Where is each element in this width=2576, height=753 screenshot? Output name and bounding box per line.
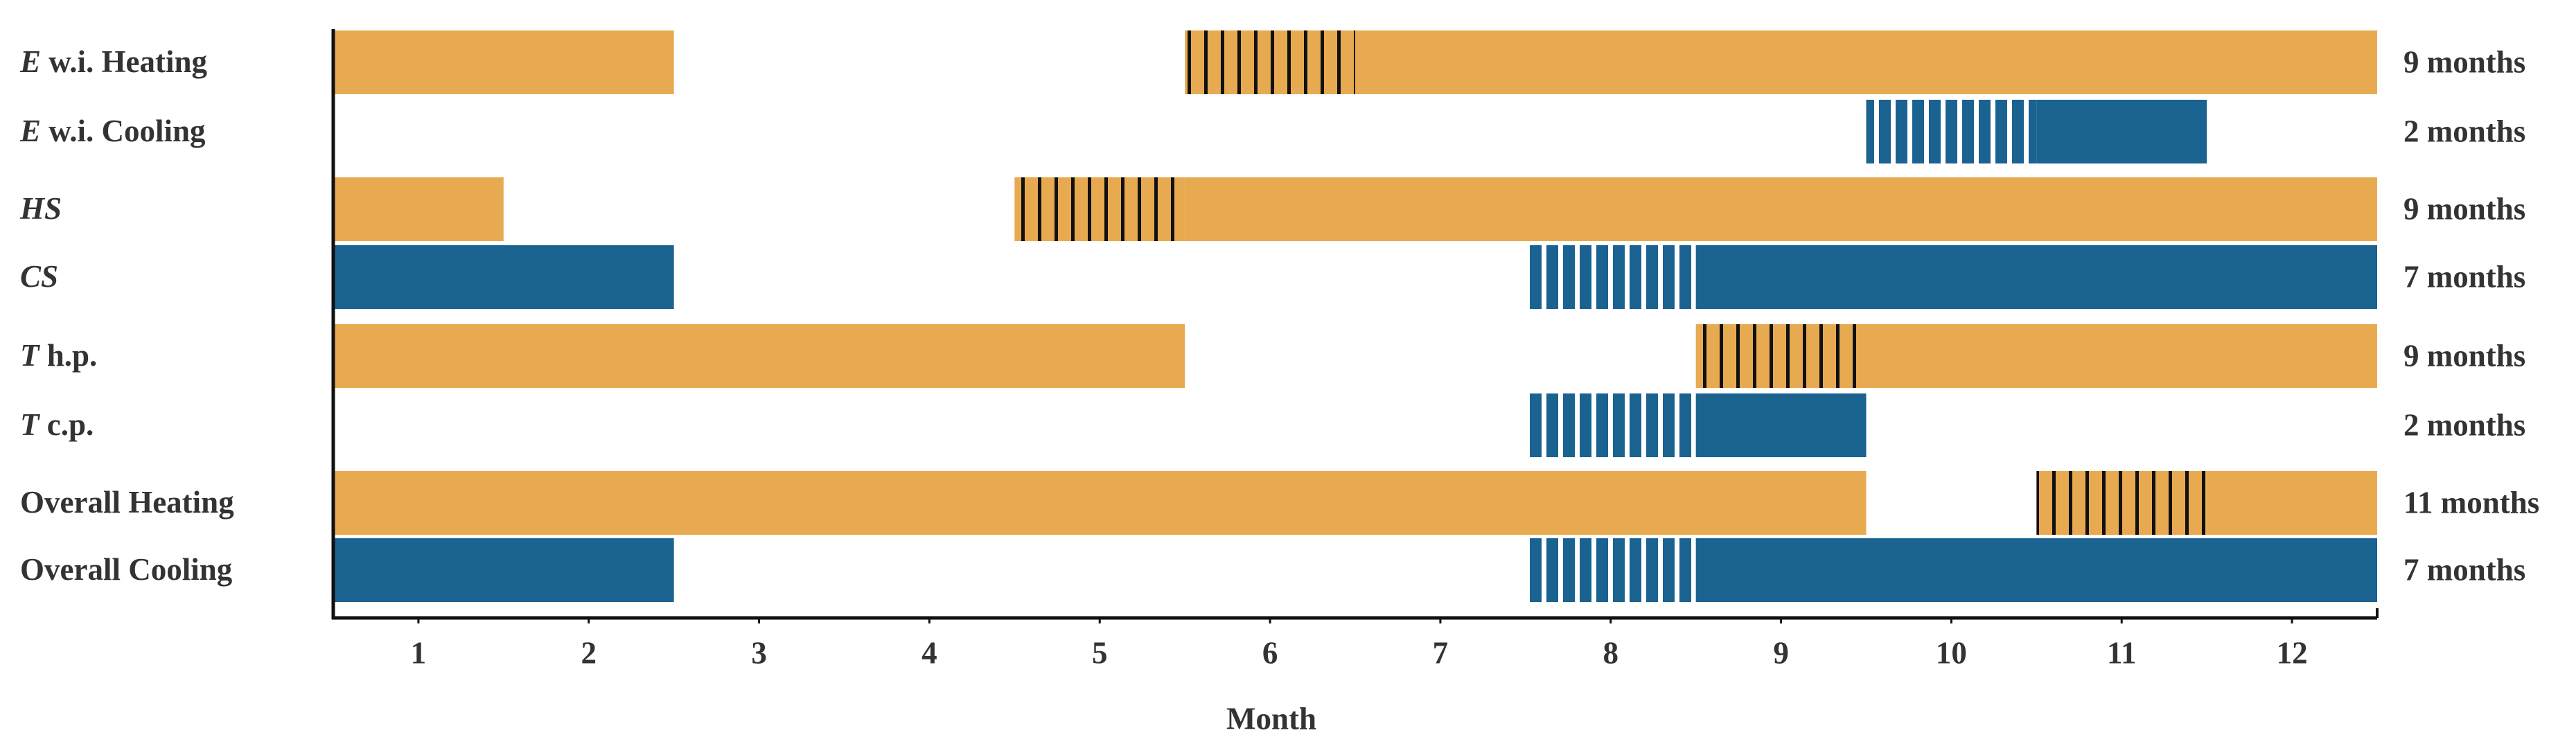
row-label-part: c.p. [39,407,94,442]
transition-bar [1695,324,1867,388]
bar [333,177,504,241]
row-label-part: E [19,114,41,148]
x-tick-label: 6 [1262,635,1278,670]
duration-label: 7 months [2403,259,2525,294]
duration-label: 9 months [2403,44,2525,79]
bar [333,471,1867,535]
row-label: E w.i. Heating [19,44,208,79]
row-label: T c.p. [20,407,94,442]
transition-bar [1014,177,1185,241]
bar [333,30,674,94]
bar [333,245,674,309]
row-label: Overall Cooling [20,552,233,587]
row-label-part: E [19,44,41,79]
x-tick-label: 9 [1773,635,1789,670]
x-tick-label: 8 [1603,635,1619,670]
x-tick-label: 3 [751,635,767,670]
bar [2036,100,2207,163]
bar [1695,538,2377,602]
bar [1355,30,2377,94]
x-tick-label: 11 [2107,635,2137,670]
bar [1695,393,1867,457]
bar [333,324,1185,388]
row-label: HS [19,191,62,226]
row-label-part: T [20,338,40,373]
bar [333,538,674,602]
transition-bar [1525,538,1696,602]
x-tick-label: 4 [921,635,937,670]
row-label-part: h.p. [39,338,98,373]
duration-label: 2 months [2403,407,2525,442]
bar [2207,471,2377,535]
duration-label: 7 months [2403,552,2525,587]
x-tick-label: 12 [2277,635,2308,670]
row-label-part: T [20,407,40,442]
row-label-part: w.i. Cooling [41,114,206,148]
x-tick-label: 1 [411,635,427,670]
duration-label: 11 months [2403,485,2539,520]
transition-bar [1525,393,1696,457]
row-label: CS [20,259,58,294]
bar [1866,324,2377,388]
x-tick-label: 2 [581,635,597,670]
bar [1695,245,2377,309]
transition-bar [1185,30,1355,94]
row-label-part: w.i. Heating [41,44,208,79]
duration-label: 2 months [2403,114,2525,148]
transition-bar [1866,100,2037,163]
x-axis-title: Month [1226,701,1316,736]
bar [1185,177,2377,241]
transition-bar [1525,245,1696,309]
duration-label: 9 months [2403,338,2525,373]
row-label: T h.p. [20,338,97,373]
row-label: Overall Heating [20,485,234,520]
x-tick-label: 5 [1092,635,1108,670]
transition-bar [2036,471,2207,535]
row-label: E w.i. Cooling [19,114,206,148]
row-label-part: Overall Cooling [20,552,233,587]
duration-label: 9 months [2403,191,2525,226]
x-tick-label: 7 [1433,635,1449,670]
row-label-part: CS [20,259,58,294]
x-tick-label: 10 [1936,635,1967,670]
row-label-part: Overall Heating [20,485,234,520]
row-label-part: HS [19,191,62,226]
